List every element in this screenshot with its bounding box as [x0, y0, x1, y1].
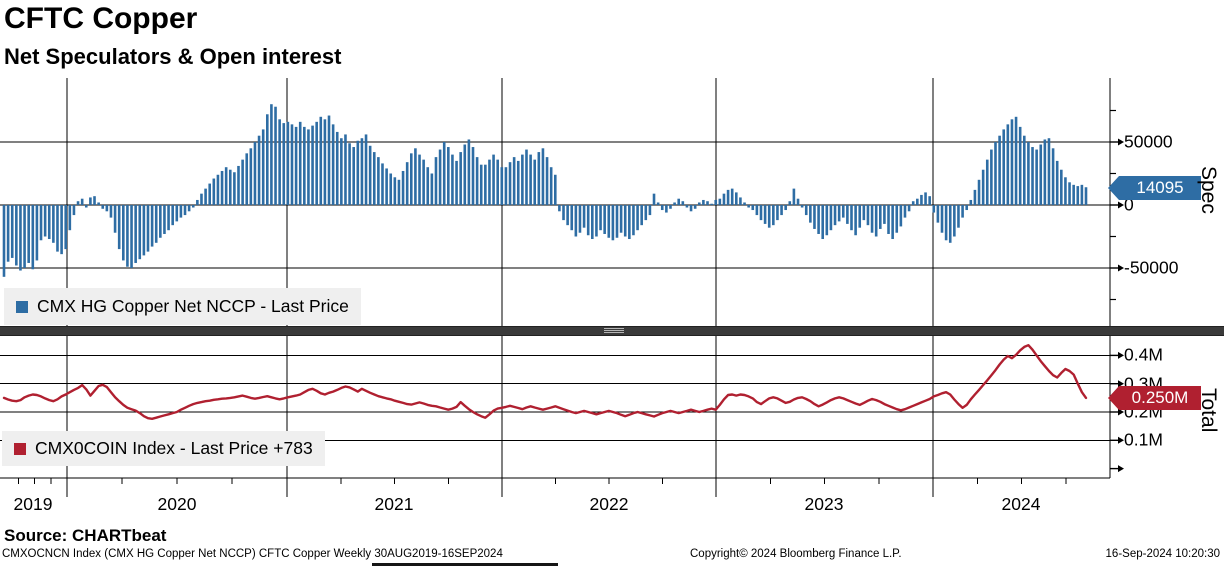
legend-marker-red-square [14, 442, 26, 455]
chart-subtitle: Net Speculators & Open interest [4, 44, 342, 69]
spec-last-value-flag: 14095 [1108, 176, 1201, 200]
spec-last-value: 14095 [1119, 176, 1201, 200]
panel-splitter[interactable] [0, 326, 1224, 336]
total-axis-tick-01: 0.1M [1124, 429, 1163, 450]
total-last-value: 0.250M [1119, 386, 1201, 410]
flag-arrow-left-icon [1108, 176, 1119, 200]
x-axis-year-2020: 2020 [157, 494, 197, 514]
spec-axis-tick-neg50000: -50000 [1124, 257, 1179, 278]
legend-open-interest[interactable]: CMX0COIN Index - Last Price +783 [2, 431, 325, 466]
legend-open-interest-label: CMX0COIN Index - Last Price +783 [35, 438, 313, 458]
spec-axis-tick-0: 0 [1124, 194, 1134, 215]
x-axis-year-2024: 2024 [1001, 494, 1041, 514]
bottom-edge-bar [372, 563, 558, 566]
spec-axis-tick-50000: 50000 [1124, 131, 1173, 152]
flag-arrow-left-icon [1108, 386, 1119, 410]
x-axis-year-2019: 2019 [13, 494, 53, 514]
legend-net-nccp[interactable]: CMX HG Copper Net NCCP - Last Price [4, 288, 361, 325]
total-axis-title: Total [1197, 387, 1220, 433]
legend-net-nccp-label: CMX HG Copper Net NCCP - Last Price [37, 296, 349, 316]
x-axis-year-2023: 2023 [804, 494, 844, 514]
total-last-value-flag: 0.250M [1108, 386, 1201, 410]
total-axis-tick-04: 0.4M [1124, 344, 1163, 365]
source-line: Source: CHARTbeat [4, 526, 167, 545]
legend-marker-blue-square [16, 300, 28, 313]
footer-copyright: Copyright© 2024 Bloomberg Finance L.P. [690, 548, 902, 560]
x-axis-year-2021: 2021 [374, 494, 414, 514]
chart-title: CFTC Copper [4, 2, 198, 35]
x-axis-year-2022: 2022 [589, 494, 629, 514]
splitter-grip-icon[interactable] [604, 328, 624, 333]
spec-axis-title: Spec [1197, 166, 1220, 214]
footer-ticker-info: CMXOCNCN Index (CMX HG Copper Net NCCP) … [2, 548, 503, 560]
footer-timestamp: 16-Sep-2024 10:20:30 [1105, 548, 1220, 560]
